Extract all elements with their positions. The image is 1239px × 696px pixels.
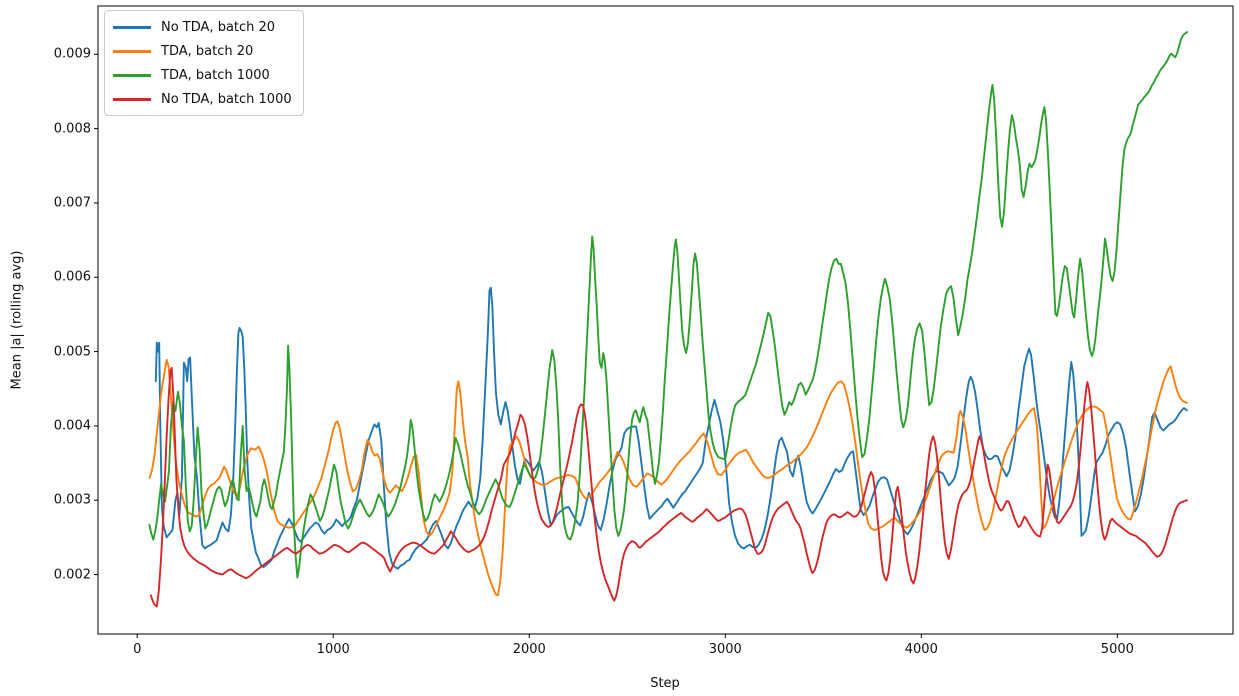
legend-item-3: No TDA, batch 1000 bbox=[113, 92, 295, 107]
series-line-1 bbox=[148, 358, 1188, 597]
legend-label: No TDA, batch 20 bbox=[161, 19, 276, 35]
series-line-2 bbox=[148, 31, 1189, 579]
x-tick-label: 5000 bbox=[1100, 642, 1134, 657]
legend-item-2: TDA, batch 1000 bbox=[113, 68, 295, 83]
axes-spines bbox=[97, 5, 1234, 635]
series-line-3 bbox=[149, 366, 1188, 608]
x-tick-label: 4000 bbox=[904, 642, 938, 657]
y-tick-label: 0.008 bbox=[53, 121, 91, 137]
legend-line-swatch bbox=[113, 49, 151, 53]
legend-item-0: No TDA, batch 20 bbox=[113, 20, 295, 35]
legend-label: TDA, batch 1000 bbox=[161, 67, 270, 83]
y-tick-label: 0.002 bbox=[53, 567, 91, 583]
series-line-0 bbox=[154, 286, 1188, 570]
x-tick-label: 0 bbox=[133, 642, 142, 657]
legend-line-swatch bbox=[113, 25, 151, 29]
y-tick-label: 0.005 bbox=[53, 344, 91, 360]
y-tick-label: 0.006 bbox=[53, 269, 91, 285]
y-tick-label: 0.004 bbox=[53, 418, 91, 434]
legend-item-1: TDA, batch 20 bbox=[113, 44, 295, 59]
y-tick-label: 0.009 bbox=[53, 46, 91, 62]
x-axis-label: Step bbox=[650, 676, 680, 691]
legend-label: TDA, batch 20 bbox=[161, 43, 254, 59]
y-axis-label: Mean |a| (rolling avg) bbox=[9, 250, 25, 390]
y-tick-label: 0.007 bbox=[53, 195, 91, 211]
legend-label: No TDA, batch 1000 bbox=[161, 91, 292, 107]
y-tick-label: 0.003 bbox=[53, 492, 91, 508]
x-tick-label: 1000 bbox=[316, 642, 350, 657]
legend-line-swatch bbox=[113, 73, 151, 77]
x-tick-label: 2000 bbox=[512, 642, 546, 657]
legend: No TDA, batch 20 TDA, batch 20 TDA, batch … bbox=[104, 10, 304, 116]
legend-line-swatch bbox=[113, 97, 151, 101]
x-tick-label: 3000 bbox=[708, 642, 742, 657]
